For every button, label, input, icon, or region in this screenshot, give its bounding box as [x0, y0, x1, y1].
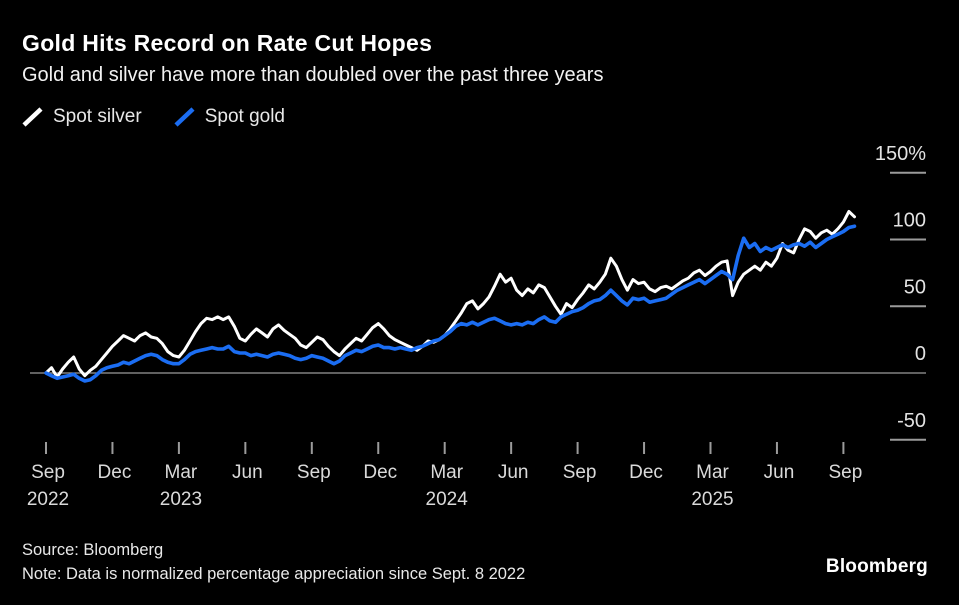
silver-line-swatch-icon — [22, 107, 43, 127]
y-axis-label: 150% — [875, 143, 926, 165]
x-axis-year-label: 2024 — [426, 489, 469, 510]
x-axis-label: Dec — [363, 462, 397, 483]
y-axis-label: -50 — [897, 410, 926, 432]
x-axis-year-label: 2025 — [691, 489, 733, 510]
x-axis-year-label: 2023 — [160, 489, 202, 510]
data-note: Note: Data is normalized percentage appr… — [22, 564, 526, 583]
chart-subtitle: Gold and silver have more than doubled o… — [22, 64, 604, 86]
x-axis-label: Dec — [629, 462, 663, 483]
source-note: Source: Bloomberg — [22, 540, 164, 559]
series-line-spot-gold — [44, 224, 857, 383]
x-axis-label: Jun — [764, 462, 795, 483]
x-axis-label: Sep — [31, 462, 65, 483]
y-axis-label: 50 — [904, 276, 926, 298]
x-axis-label: Jun — [498, 462, 529, 483]
legend-item-spot-silver: Spot silver — [22, 106, 142, 128]
x-axis-label: Sep — [297, 462, 331, 483]
legend: Spot silver Spot gold — [22, 106, 285, 128]
x-axis-label: Sep — [563, 462, 597, 483]
legend-label-spot-gold: Spot gold — [204, 106, 285, 127]
legend-item-spot-gold: Spot gold — [174, 106, 285, 128]
x-axis-label: Dec — [98, 462, 132, 483]
legend-label-spot-silver: Spot silver — [53, 106, 142, 127]
series-line-spot-silver — [44, 210, 856, 379]
bloomberg-logo: Bloomberg — [825, 556, 928, 577]
y-axis-label: 0 — [915, 343, 926, 365]
chart-title: Gold Hits Record on Rate Cut Hopes — [22, 30, 433, 56]
x-axis-label: Jun — [232, 462, 263, 483]
y-axis-label: 100 — [893, 210, 926, 232]
x-axis-label: Mar — [430, 462, 463, 483]
x-axis-label: Sep — [828, 462, 862, 483]
x-axis-year-label: 2022 — [27, 489, 69, 510]
x-axis-label: Mar — [696, 462, 729, 483]
x-axis-label: Mar — [165, 462, 198, 483]
gold-line-swatch-icon — [174, 107, 195, 127]
